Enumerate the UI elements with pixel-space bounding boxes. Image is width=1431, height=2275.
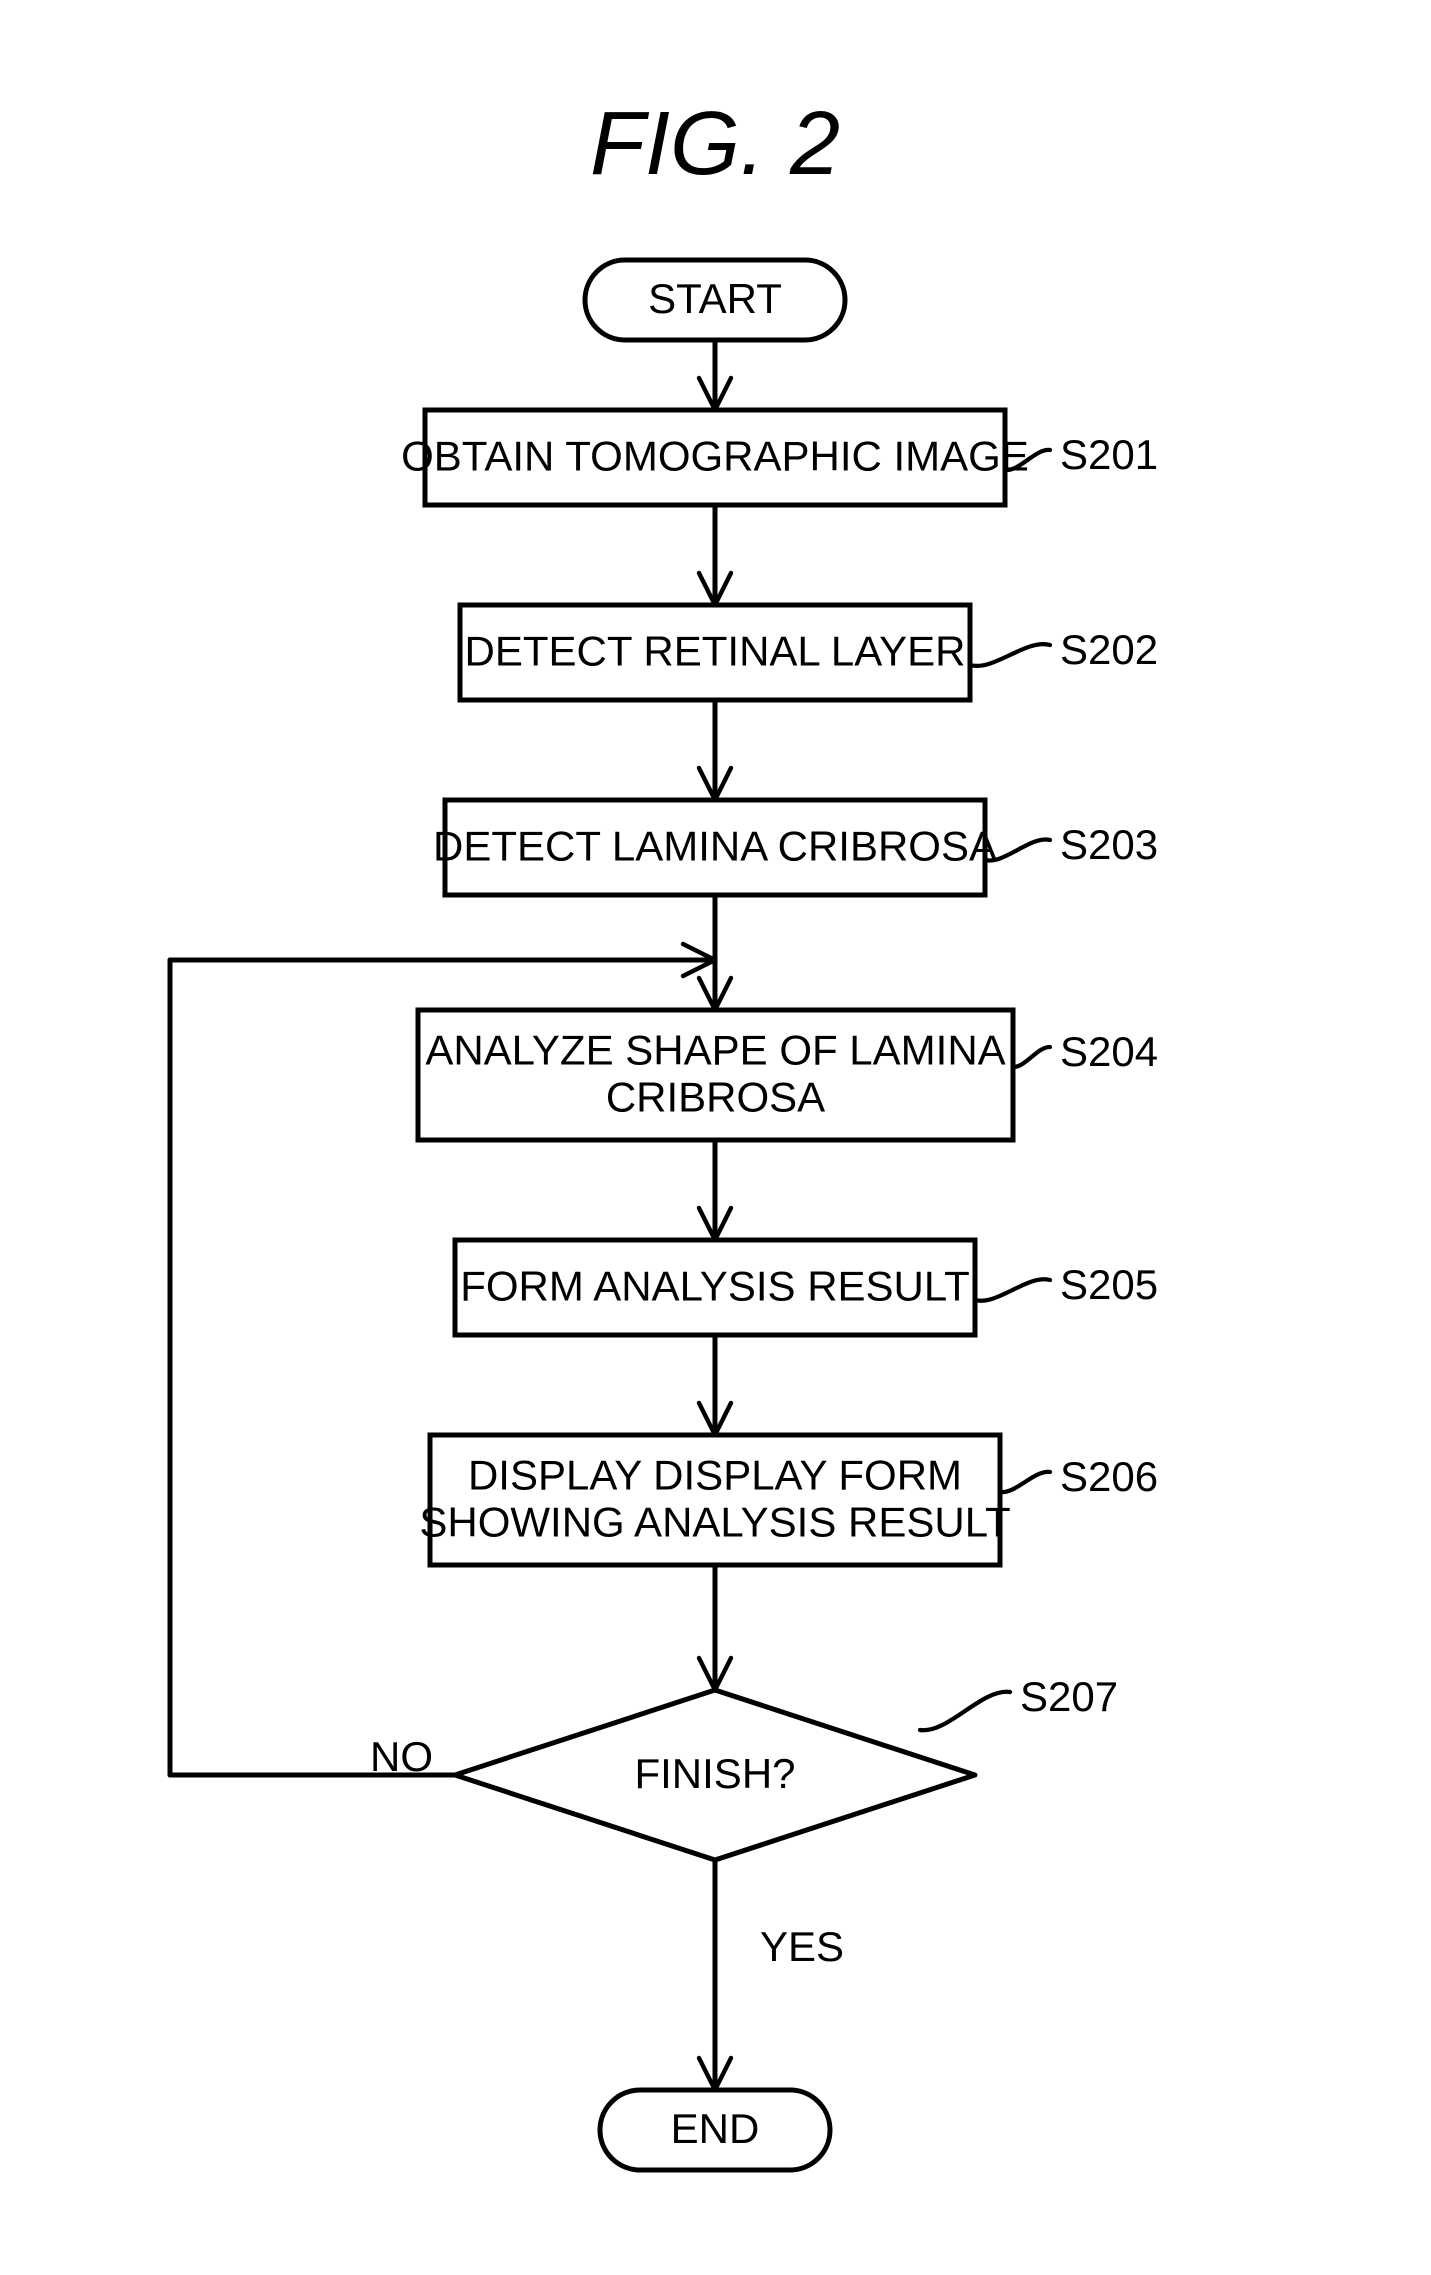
step-text-s202-line0: DETECT RETINAL LAYER	[464, 628, 965, 675]
step-text-s204-line0: ANALYZE SHAPE OF LAMINA	[425, 1027, 1005, 1074]
step-id-s205: S205	[1060, 1261, 1158, 1308]
figure-title: FIG. 2	[590, 94, 840, 194]
step-id-s203: S203	[1060, 821, 1158, 868]
step-text-s206-line1: SHOWING ANALYSIS RESULT	[419, 1499, 1010, 1546]
edge-label-no: NO	[370, 1733, 433, 1780]
step-id-s206: S206	[1060, 1453, 1158, 1500]
label-connector-s206	[1000, 1472, 1050, 1492]
step-text-s203-line0: DETECT LAMINA CRIBROSA	[433, 823, 997, 870]
end-label: END	[671, 2105, 760, 2152]
step-id-s207: S207	[1020, 1673, 1118, 1720]
step-text-s201-line0: OBTAIN TOMOGRAPHIC IMAGE	[401, 433, 1029, 480]
edge-label-yes: YES	[760, 1923, 844, 1970]
label-connector-s202	[970, 644, 1050, 666]
step-text-s204-line1: CRIBROSA	[606, 1074, 825, 1121]
label-connector-s205	[975, 1279, 1050, 1301]
step-text-s206-line0: DISPLAY DISPLAY FORM	[468, 1452, 962, 1499]
step-text-s205-line0: FORM ANALYSIS RESULT	[460, 1263, 970, 1310]
start-label: START	[648, 275, 782, 322]
step-id-s201: S201	[1060, 431, 1158, 478]
decision-s207-label: FINISH?	[634, 1750, 795, 1797]
step-id-s202: S202	[1060, 626, 1158, 673]
label-connector-s204	[1013, 1047, 1050, 1067]
step-id-s204: S204	[1060, 1028, 1158, 1075]
label-connector-s207	[920, 1692, 1010, 1730]
